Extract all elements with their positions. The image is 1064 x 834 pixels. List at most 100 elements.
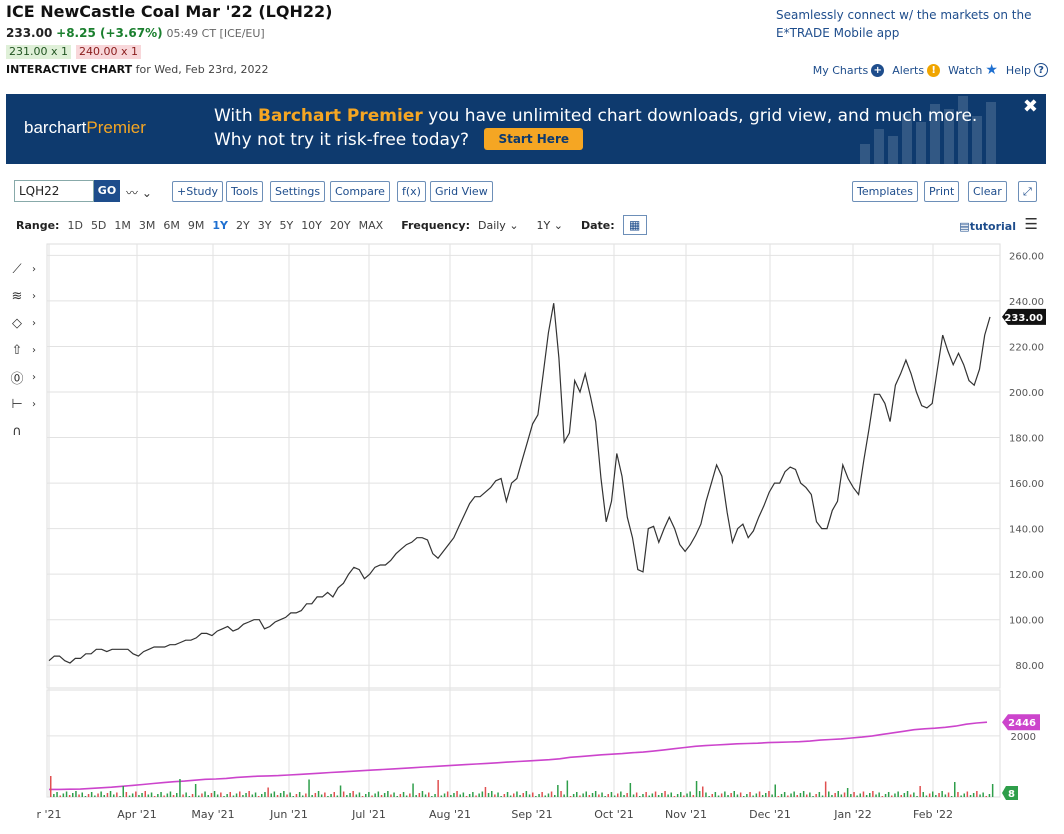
volume-bar xyxy=(50,776,52,797)
fibonacci-icon: ≋ xyxy=(11,289,23,304)
volume-bar xyxy=(982,792,984,797)
alerts-link[interactable]: Alerts ! xyxy=(892,63,941,77)
y-tick-label: 140.00 xyxy=(1009,525,1044,536)
volume-bar xyxy=(292,796,294,797)
volume-bar xyxy=(465,796,468,797)
volume-bar xyxy=(925,795,928,797)
volume-bar xyxy=(554,795,556,797)
add-study-button[interactable]: +Study xyxy=(172,181,223,202)
close-icon[interactable]: ✖ xyxy=(1022,96,1038,117)
volume-bar xyxy=(242,795,244,797)
range-option[interactable]: 5Y xyxy=(279,218,294,232)
volume-bar xyxy=(475,795,477,797)
print-button[interactable]: Print xyxy=(924,181,960,202)
volume-bar xyxy=(53,794,55,797)
range-option[interactable]: 9M xyxy=(187,218,205,232)
volume-bar xyxy=(758,791,761,797)
volume-bar xyxy=(283,791,285,797)
templates-button[interactable]: Templates xyxy=(852,181,918,202)
volume-bar xyxy=(579,795,581,797)
shape-tool[interactable]: ◇ › xyxy=(8,310,42,337)
volume-bar xyxy=(450,795,452,797)
volume-bar xyxy=(702,786,704,797)
chart-type-dropdown[interactable]: 〰 ⌄ xyxy=(126,184,152,201)
volume-bar xyxy=(377,791,380,797)
my-charts-link[interactable]: My Charts + xyxy=(813,63,885,77)
calendar-icon[interactable]: ▦ xyxy=(622,215,647,235)
volume-bar xyxy=(497,792,499,797)
watch-link[interactable]: Watch ★ xyxy=(948,62,998,78)
volume-bar xyxy=(446,791,449,797)
start-here-button[interactable]: Start Here xyxy=(484,128,583,150)
range-option[interactable]: 1Y xyxy=(212,218,229,232)
range-option[interactable]: 6M xyxy=(163,218,180,232)
expand-icon[interactable]: ⤢ xyxy=(1018,181,1037,202)
arrow-tool[interactable]: ⇧ › xyxy=(8,337,42,364)
volume-bars xyxy=(50,776,994,797)
volume-bar xyxy=(547,793,550,797)
help-link[interactable]: Help ? xyxy=(1006,63,1048,77)
bid-badge: 231.00 x 1 xyxy=(6,45,71,59)
fx-button[interactable]: f(x) xyxy=(397,181,426,202)
volume-bar xyxy=(891,795,893,797)
volume-bar xyxy=(588,795,591,797)
chevron-down-icon: ⌄ xyxy=(509,218,519,232)
text-tool[interactable]: ⓪ › xyxy=(8,364,42,391)
compare-button[interactable]: Compare xyxy=(330,181,390,202)
volume-bar xyxy=(330,794,332,797)
volume-bar xyxy=(913,792,915,797)
volume-bar xyxy=(954,782,956,797)
range-option[interactable]: 1M xyxy=(114,218,131,232)
frequency-select[interactable]: Daily ⌄ xyxy=(477,218,519,232)
volume-bar xyxy=(657,795,660,797)
volume-bar xyxy=(941,791,943,797)
range-option[interactable]: 5D xyxy=(90,218,107,232)
line-tool[interactable]: ⟋ › xyxy=(8,256,42,283)
magnet-tool[interactable]: ∩ xyxy=(8,418,42,445)
tools-button[interactable]: Tools xyxy=(226,181,264,202)
volume-bar xyxy=(840,794,843,797)
range-option[interactable]: 20Y xyxy=(329,218,351,232)
grid-view-button[interactable]: Grid View xyxy=(430,181,493,202)
volume-bar xyxy=(431,796,433,797)
volume-bar xyxy=(780,794,783,797)
volume-bar xyxy=(163,795,165,797)
symbol-input[interactable] xyxy=(14,180,94,202)
volume-bar xyxy=(594,791,597,797)
volume-bar xyxy=(198,795,200,797)
volume-bar xyxy=(692,795,695,797)
chevron-down-icon: ⌄ xyxy=(553,218,563,232)
barchart-premier-logo: barchartPremier xyxy=(24,118,146,137)
period-select[interactable]: 1Y ⌄ xyxy=(536,218,563,232)
volume-bar xyxy=(711,794,713,797)
volume-bar xyxy=(865,795,868,797)
volume-bar xyxy=(991,784,994,797)
tutorial-link[interactable]: ▤tutorial xyxy=(959,220,1016,233)
volume-bar xyxy=(645,792,647,797)
range-option[interactable]: 3M xyxy=(138,218,156,232)
volume-bar xyxy=(324,792,326,797)
volume-bar xyxy=(878,792,880,797)
range-option[interactable]: 3Y xyxy=(257,218,272,232)
volume-bar xyxy=(387,791,389,797)
etrade-promo-link[interactable]: Seamlessly connect w/ the markets on the… xyxy=(776,8,1032,40)
volume-bar xyxy=(727,795,729,797)
menu-icon[interactable]: ☰ xyxy=(1024,215,1038,233)
range-option[interactable]: 10Y xyxy=(301,218,322,232)
volume-bar xyxy=(207,795,209,797)
volume-bar xyxy=(68,795,71,797)
go-button[interactable]: GO xyxy=(94,180,120,202)
volume-bar xyxy=(352,791,354,797)
last-price-label: 233.00 xyxy=(1004,313,1043,324)
clear-button[interactable]: Clear xyxy=(968,181,1007,202)
range-label: Range: xyxy=(16,218,60,232)
volume-bar xyxy=(806,794,808,797)
range-option[interactable]: 1D xyxy=(67,218,83,232)
fib-tool[interactable]: ≋ › xyxy=(8,283,42,310)
measure-tool[interactable]: ⊢ › xyxy=(8,391,42,418)
range-option[interactable]: MAX xyxy=(358,218,384,232)
range-option[interactable]: 2Y xyxy=(236,218,250,232)
settings-button[interactable]: Settings xyxy=(270,181,326,202)
volume-bar xyxy=(440,795,443,797)
